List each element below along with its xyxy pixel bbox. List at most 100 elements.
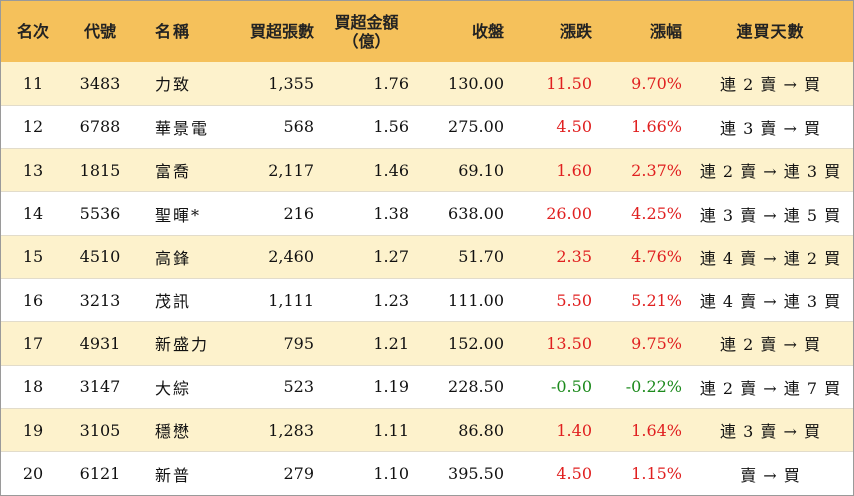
cell-close: 69.10 [415,148,510,193]
table-row: 18 3147 大綜 523 1.19 228.50 -0.50 -0.22% … [1,365,853,409]
cell-net-buy-lots: 1,283 [225,408,320,453]
cell-close: 275.00 [415,105,510,150]
cell-change-pct: 9.70% [598,62,688,106]
cell-change: 11.50 [510,62,598,106]
table-row: 17 4931 新盛力 795 1.21 152.00 13.50 9.75% … [1,321,853,366]
cell-name: 新普 [155,465,192,485]
cell-code: 4931 [65,321,135,366]
cell-code: 3147 [65,365,135,409]
cell-name: 高鋒 [135,235,225,279]
cell-consecutive-days: 連 2 賣 → 買 [688,62,853,106]
cell-net-buy-lots: 216 [225,191,320,236]
cell-code: 3213 [65,278,135,323]
cell-rank: 17 [1,321,65,366]
cell-name: 茂訊 [135,278,225,323]
table-row: 12 6788 華景電 568 1.56 275.00 4.50 1.66% 連… [1,105,853,150]
cell-consecutive-days: 連 2 賣 → 買 [688,321,853,366]
cell-name: 大綜 [135,365,225,409]
cell-consecutive-days: 連 2 賣 → 連 3 買 [688,148,853,193]
cell-change: 1.40 [510,408,598,453]
cell-change: 1.60 [510,148,598,193]
cell-close: 395.50 [448,464,504,484]
cell-rank: 11 [1,62,65,106]
cell-change-pct: 9.75% [598,321,688,366]
cell-rank: 15 [1,235,65,279]
header-net-buy-amount: 買超金額 （億） [320,1,415,62]
cell-change-pct: 1.15% [631,464,682,484]
header-close: 收盤 [471,22,504,41]
cell-code: 4510 [65,235,135,279]
header-net-buy-amount-label: 買超金額 [334,12,399,32]
cell-name: 力致 [135,62,225,106]
cell-net-buy-amount: 1.76 [320,62,415,106]
cell-change: 4.50 [510,105,598,150]
cell-name: 華景電 [135,105,225,150]
cell-consecutive-days: 賣 → 買 [740,465,801,485]
table-row: 16 3213 茂訊 1,111 1.23 111.00 5.50 5.21% … [1,278,853,323]
header-rank: 名次 [16,22,49,41]
cell-close: 111.00 [415,278,510,323]
cell-consecutive-days: 連 3 賣 → 買 [688,105,853,150]
cell-name: 聖暉* [135,191,225,236]
cell-change-pct: 1.64% [598,408,688,453]
cell-change-pct: 1.66% [598,105,688,150]
cell-change: -0.50 [510,365,598,409]
table-row: 13 1815 富喬 2,117 1.46 69.10 1.60 2.37% 連… [1,148,853,193]
cell-code: 6121 [79,464,121,484]
cell-change: 13.50 [510,321,598,366]
cell-net-buy-lots: 795 [225,321,320,366]
cell-close: 86.80 [415,408,510,453]
cell-change-pct: 4.76% [598,235,688,279]
cell-net-buy-amount: 1.21 [320,321,415,366]
cell-change: 5.50 [510,278,598,323]
cell-name: 穩懋 [135,408,225,453]
cell-net-buy-lots: 2,460 [225,235,320,279]
table-row: 20 6121 新普 279 1.10 395.50 4.50 1.15% 賣 … [1,451,853,495]
cell-close: 130.00 [415,62,510,106]
cell-code: 3105 [65,408,135,453]
cell-change: 2.35 [510,235,598,279]
cell-rank: 20 [22,464,44,484]
header-consecutive-days: 連買天數 [736,22,805,41]
cell-net-buy-amount: 1.19 [320,365,415,409]
table-row: 14 5536 聖暉* 216 1.38 638.00 26.00 4.25% … [1,191,853,236]
cell-net-buy-lots: 568 [225,105,320,150]
cell-net-buy-lots: 1,355 [225,62,320,106]
cell-code: 6788 [65,105,135,150]
cell-change-pct: 4.25% [598,191,688,236]
cell-net-buy-amount: 1.11 [320,408,415,453]
cell-change-pct: 5.21% [598,278,688,323]
cell-rank: 16 [1,278,65,323]
cell-rank: 13 [1,148,65,193]
cell-net-buy-amount: 1.56 [320,105,415,150]
header-net-buy-amount-unit: （億） [342,31,391,51]
cell-change-pct: 2.37% [598,148,688,193]
cell-close: 51.70 [415,235,510,279]
table-row: 11 3483 力致 1,355 1.76 130.00 11.50 9.70%… [1,62,853,106]
cell-rank: 14 [1,191,65,236]
cell-rank: 12 [1,105,65,150]
table-row: 15 4510 高鋒 2,460 1.27 51.70 2.35 4.76% 連… [1,235,853,279]
cell-net-buy-amount: 1.38 [320,191,415,236]
cell-change: 4.50 [556,464,592,484]
cell-code: 5536 [65,191,135,236]
header-code: 代號 [83,22,116,41]
cell-net-buy-amount: 1.27 [320,235,415,279]
cell-consecutive-days: 連 3 賣 → 買 [688,408,853,453]
cell-net-buy-amount: 1.10 [373,464,409,484]
cell-consecutive-days: 連 4 賣 → 連 3 買 [688,278,853,323]
cell-rank: 18 [1,365,65,409]
cell-close: 638.00 [415,191,510,236]
table-row: 19 3105 穩懋 1,283 1.11 86.80 1.40 1.64% 連… [1,408,853,453]
cell-net-buy-lots: 1,111 [225,278,320,323]
cell-change-pct: -0.22% [598,365,688,409]
cell-net-buy-lots: 279 [283,464,314,484]
header-change: 漲跌 [559,22,592,41]
cell-consecutive-days: 連 3 賣 → 連 5 買 [688,191,853,236]
cell-close: 228.50 [415,365,510,409]
cell-code: 3483 [65,62,135,106]
cell-name: 富喬 [135,148,225,193]
cell-consecutive-days: 連 2 賣 → 連 7 買 [688,365,853,409]
